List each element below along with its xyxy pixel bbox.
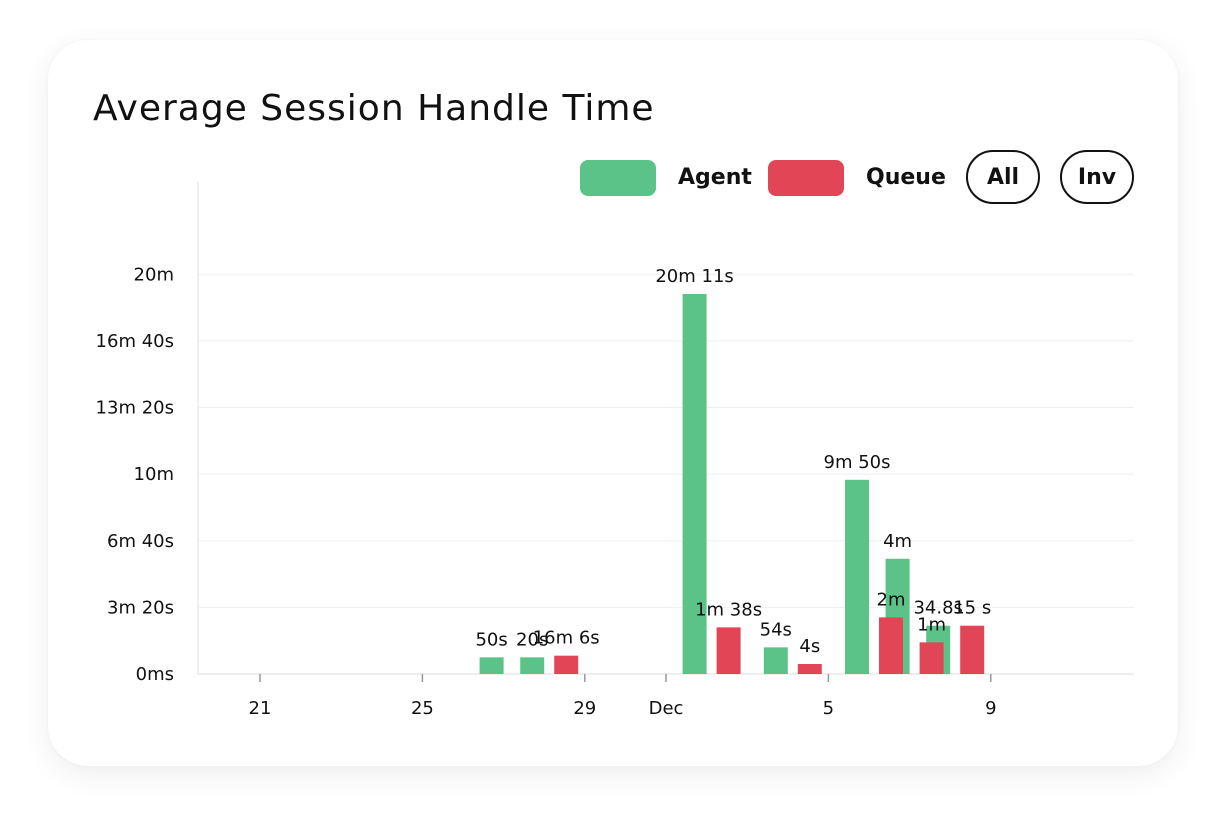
- y-tick-label: 0ms: [136, 664, 174, 685]
- x-axis-ticks: 21 25 29 Dec 5 9: [249, 674, 997, 719]
- agent-data-label: 50s: [475, 629, 507, 650]
- agent-bar: [682, 293, 707, 674]
- agent-bar: [763, 647, 788, 674]
- legend-agent-label[interactable]: Agent: [678, 165, 752, 190]
- agent-data-label: 54s: [760, 619, 792, 640]
- agent-data-label: 34.8s: [913, 598, 962, 619]
- queue-data-label: 1m: [917, 614, 946, 635]
- agent-data-label: 20m 11s: [655, 266, 733, 287]
- legend-queue-swatch[interactable]: [768, 160, 844, 196]
- y-tick-label: 13m 20s: [96, 398, 174, 419]
- x-tick-label: 9: [985, 698, 996, 719]
- legend-agent-swatch[interactable]: [580, 160, 656, 196]
- agent-bar: [479, 657, 504, 674]
- chart-plot: 0ms 3m 20s 6m 40s 10m 13m 20s 16m 40s 20m 21 25…: [96, 182, 1134, 719]
- queue-bar: [919, 642, 944, 674]
- y-tick-label: 16m 40s: [96, 331, 174, 352]
- queue-bar: [960, 625, 985, 674]
- queue-bar: [554, 655, 579, 674]
- inv-button[interactable]: Inv: [1060, 150, 1134, 204]
- x-tick-label: 21: [249, 698, 272, 719]
- y-tick-label: 3m 20s: [107, 597, 174, 618]
- chart-card: Average Session Handle Time Agent Queue …: [48, 40, 1178, 766]
- agent-data-label: 20s: [516, 629, 548, 650]
- y-tick-label: 6m 40s: [107, 531, 174, 552]
- queue-data-label: 15 s: [953, 598, 991, 619]
- y-tick-label: 20m: [134, 264, 174, 285]
- queue-data-label: 1m 38s: [695, 599, 762, 620]
- queue-data-label: 4s: [799, 636, 820, 657]
- queue-data-label: 16m 6s: [533, 628, 600, 649]
- agent-bar: [845, 479, 869, 674]
- grid-lines: [197, 182, 1134, 675]
- x-tick-label: 25: [411, 698, 434, 719]
- y-tick-label: 10m: [134, 464, 174, 485]
- queue-data-label: 2m: [877, 589, 906, 610]
- y-axis-ticks: 0ms 3m 20s 6m 40s 10m 13m 20s 16m 40s 20m: [96, 264, 174, 685]
- chart-title: Average Session Handle Time: [93, 88, 655, 129]
- x-tick-label: Dec: [649, 698, 684, 719]
- queue-bar: [797, 664, 822, 674]
- queue-bar: [716, 627, 741, 674]
- legend-queue-label[interactable]: Queue: [866, 165, 946, 190]
- x-tick-label: 5: [823, 698, 834, 719]
- x-tick-label: 29: [573, 698, 596, 719]
- agent-data-label: 4m: [883, 531, 912, 552]
- queue-bar: [879, 617, 903, 674]
- all-button[interactable]: All: [966, 150, 1040, 204]
- agent-data-label: 9m 50s: [824, 452, 891, 473]
- agent-bar: [520, 657, 545, 674]
- bars: [479, 293, 985, 674]
- data-labels: 50s 20s 20m 11s 54s 9m 50s 4m 34.8s 16m 6s 1m 38…: [475, 266, 991, 657]
